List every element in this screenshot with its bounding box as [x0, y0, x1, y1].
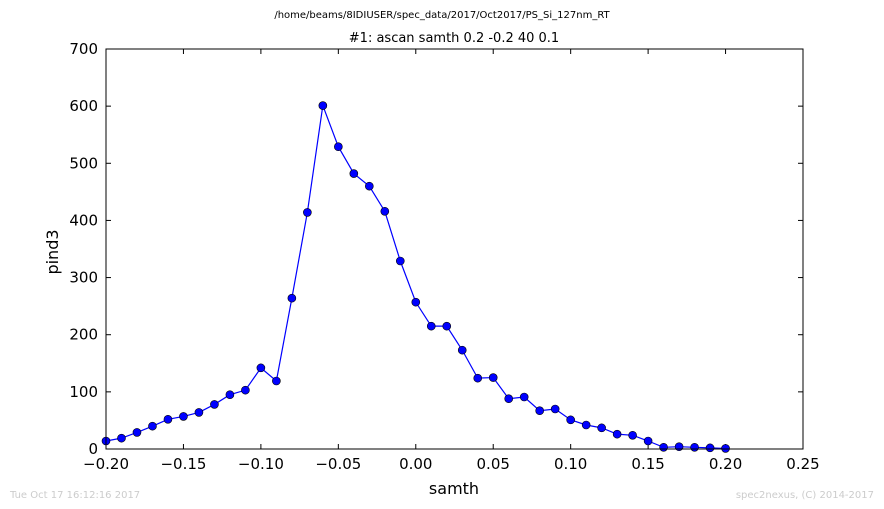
- data-point: [519, 392, 529, 402]
- data-point: [287, 293, 297, 303]
- data-point: [659, 442, 668, 452]
- data-point: [349, 169, 359, 178]
- data-point: [690, 442, 699, 452]
- data-point: [457, 345, 467, 355]
- x-tick-label: 0.15: [631, 455, 664, 473]
- x-tick-label: −0.15: [160, 455, 206, 473]
- data-point: [566, 415, 575, 425]
- data-point: [473, 373, 483, 383]
- y-tick-label: 200: [69, 326, 98, 344]
- data-point: [179, 412, 188, 421]
- data-point: [643, 436, 653, 446]
- data-point: [612, 429, 622, 439]
- data-point: [132, 428, 142, 437]
- x-tick-label: 0.05: [477, 455, 510, 473]
- data-point: [411, 297, 421, 307]
- x-tick-label: 0.25: [786, 455, 819, 473]
- x-tick-label: 0.10: [554, 455, 587, 473]
- data-point: [241, 385, 250, 395]
- data-point: [426, 321, 436, 331]
- y-tick-label: 500: [69, 154, 98, 172]
- data-point: [163, 414, 173, 424]
- x-tick-label: −0.10: [238, 455, 284, 473]
- data-point: [303, 208, 312, 217]
- data-point: [674, 442, 684, 452]
- data-point: [721, 444, 730, 453]
- y-tick-label: 700: [69, 40, 98, 58]
- data-point: [256, 363, 266, 373]
- y-axis-label: pind3: [43, 229, 62, 274]
- y-tick-label: 600: [69, 97, 98, 115]
- data-point: [148, 421, 157, 431]
- y-tick-label: 400: [69, 211, 98, 229]
- x-tick-label: 0.20: [709, 455, 742, 473]
- y-tick-label: 100: [69, 383, 98, 401]
- data-point: [550, 404, 560, 414]
- data-point: [597, 423, 606, 433]
- x-tick-label: −0.05: [315, 455, 361, 473]
- data-point: [535, 406, 544, 416]
- y-tick-label: 0: [88, 440, 98, 458]
- plot-area: −0.20 −0.15 −0.10 −0.05 0.00 0.05 0.10 0.15 0.20…: [69, 40, 819, 473]
- axes-frame: [105, 48, 804, 450]
- data-point: [504, 394, 514, 404]
- chart-title: #1: ascan samth 0.2 -0.2 40 0.1: [349, 31, 559, 46]
- data-point: [380, 206, 390, 216]
- data-point: [318, 101, 328, 110]
- data-point: [488, 373, 498, 382]
- x-tick-label: −0.20: [83, 455, 129, 473]
- y-tick-label: 300: [69, 269, 98, 287]
- data-point: [272, 376, 281, 386]
- data-point: [395, 256, 405, 266]
- x-axis-label: samth: [429, 479, 479, 498]
- data-point: [365, 181, 374, 191]
- data-point: [225, 390, 235, 400]
- data-point: [334, 142, 343, 152]
- series-line: [105, 105, 726, 450]
- data-point: [117, 433, 126, 443]
- data-point: [628, 430, 637, 440]
- data-point: [581, 420, 591, 430]
- chart-suptitle: /home/beams/8IDIUSER/spec_data/2017/Oct2…: [274, 10, 610, 21]
- footer-timestamp: Tue Oct 17 16:12:16 2017: [9, 490, 140, 501]
- footer-credit: spec2nexus, (C) 2014-2017: [736, 490, 874, 501]
- x-tick-label: 0.00: [399, 455, 432, 473]
- data-point: [442, 321, 452, 331]
- data-point: [210, 400, 219, 409]
- data-point: [194, 408, 204, 417]
- data-point: [705, 443, 715, 453]
